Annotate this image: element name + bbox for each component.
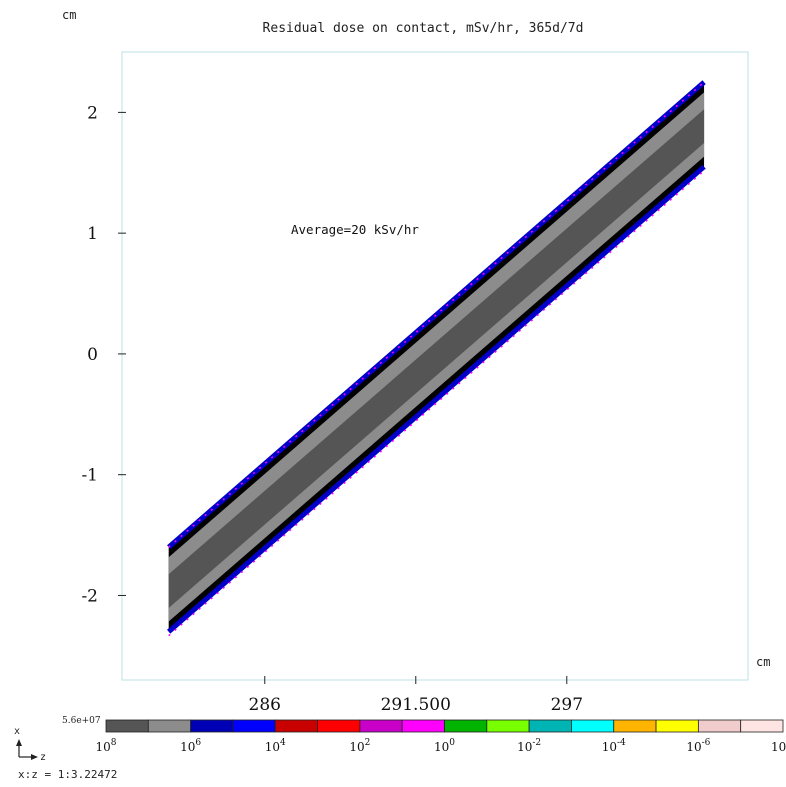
y-axis-unit: cm (62, 8, 77, 22)
region-core (168, 109, 705, 609)
region-speckle-bottom (168, 170, 705, 637)
y-tick-label: 1 (87, 224, 98, 244)
y-tick-label: -1 (81, 466, 98, 486)
x-tick-label: 297 (551, 695, 583, 715)
region-edge-top (167, 80, 706, 550)
y-ticks: 2 1 0 -1 -2 (81, 103, 126, 606)
plot-frame (121, 51, 749, 681)
x-tick-label: 291.500 (381, 695, 451, 715)
dose-region (167, 80, 706, 637)
x-axis-unit: cm (756, 655, 771, 669)
y-tick-label: 0 (87, 345, 98, 365)
axis-x-letter: x (14, 726, 21, 737)
y-tick-label: -2 (81, 586, 98, 606)
average-label: Average=20 kSv/hr (291, 222, 419, 237)
region-edge-bottom (167, 164, 706, 634)
x-tick-label: 286 (249, 695, 281, 715)
colorbar-max-label: 5.6e+07 (62, 716, 101, 726)
aspect-ratio: x:z = 1:3.22472 (18, 768, 118, 781)
x-ticks: 286 291.500 297 (249, 676, 583, 715)
chart-title: Residual dose on contact, mSv/hr, 365d/7… (262, 21, 584, 36)
y-tick-label: 2 (87, 103, 98, 123)
axis-z-letter: z (40, 752, 47, 763)
